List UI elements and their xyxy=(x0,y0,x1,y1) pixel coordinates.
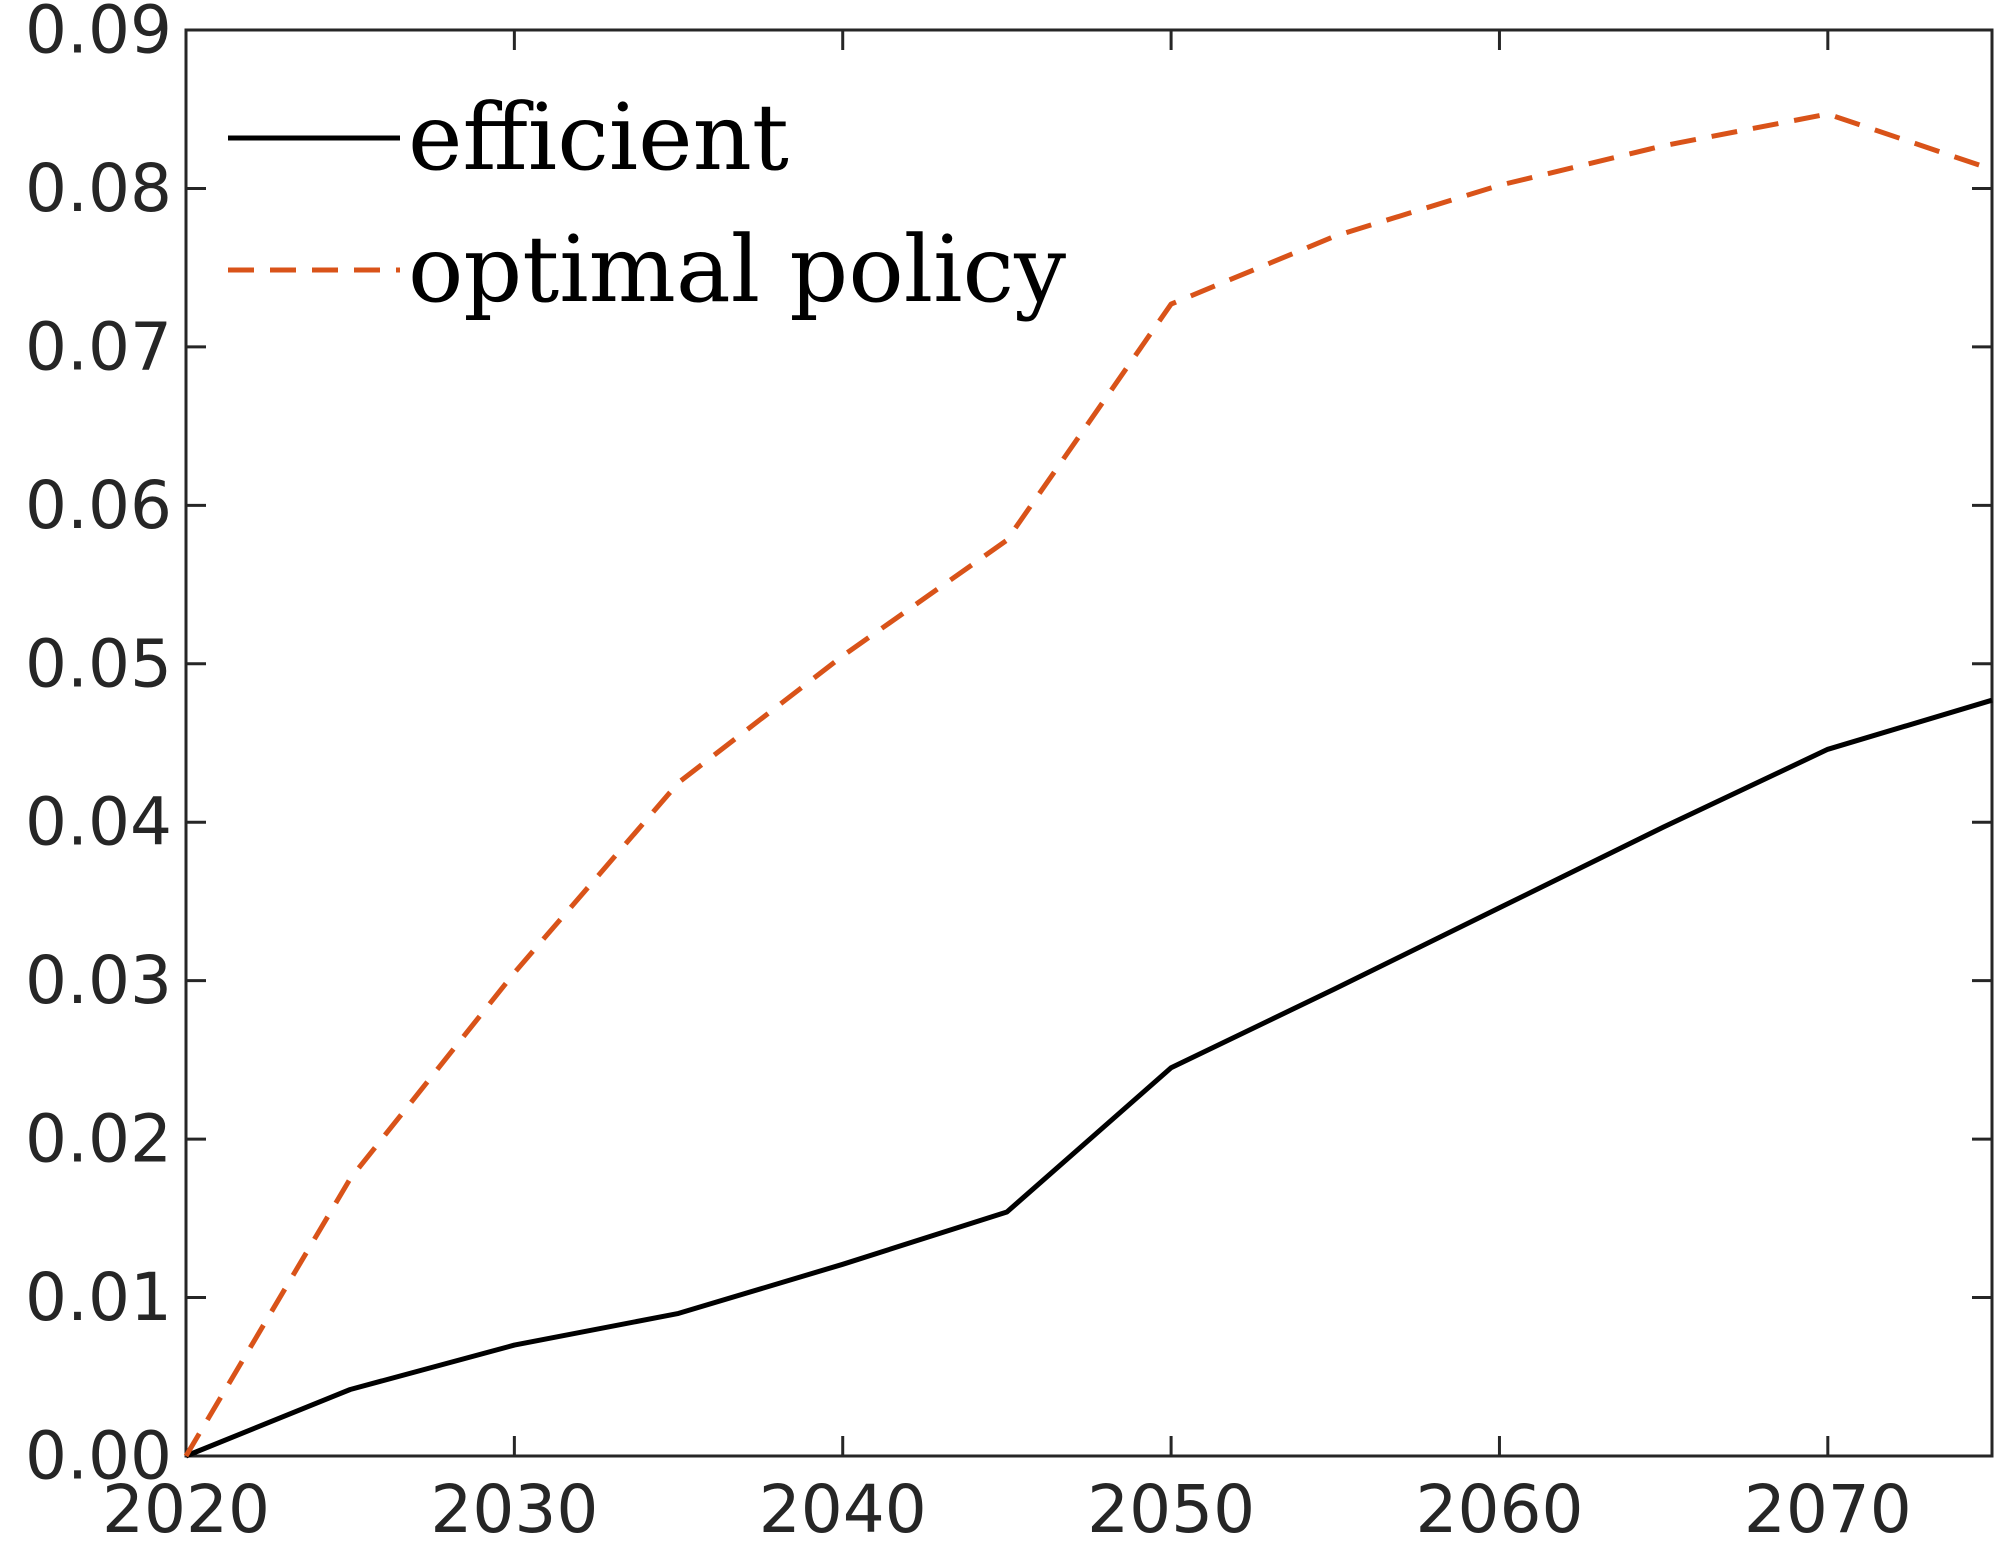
y-tick-label: 0.02 xyxy=(25,1101,172,1178)
y-tick-label: 0.08 xyxy=(25,150,172,227)
legend: efficient optimal policy xyxy=(228,84,1066,323)
series-line-optimal-policy xyxy=(183,111,1993,1458)
y-tick-label: 0.06 xyxy=(25,467,172,544)
y-tick-label: 0.01 xyxy=(25,1259,172,1336)
data-series xyxy=(183,111,1993,1459)
x-tick-label: 2070 xyxy=(1744,1471,1912,1548)
y-tick-label: 0.04 xyxy=(25,784,172,861)
x-tick-label: 2030 xyxy=(430,1471,598,1548)
series-line-efficient xyxy=(185,697,1993,1459)
axis-ticks xyxy=(184,28,1992,1458)
legend-label-optimal-policy: optimal policy xyxy=(408,216,1066,323)
x-tick-label: 2040 xyxy=(759,1471,927,1548)
x-tick-label: 2020 xyxy=(102,1471,270,1548)
y-tick-label: 0.03 xyxy=(25,942,172,1019)
legend-label-efficient: efficient xyxy=(408,84,789,191)
y-tick-label: 0.00 xyxy=(25,1418,172,1495)
plot-area xyxy=(183,28,1994,1459)
x-tick-label: 2050 xyxy=(1087,1471,1255,1548)
y-tick-label: 0.07 xyxy=(25,308,172,385)
x-tick-label: 2060 xyxy=(1415,1471,1583,1548)
axes-box xyxy=(184,28,1994,1458)
y-tick-label: 0.05 xyxy=(25,625,172,702)
y-tick-label: 0.09 xyxy=(25,0,172,69)
x-axis-tick-labels: 2020 2030 2040 2050 2060 2070 xyxy=(102,1471,1912,1548)
y-axis-tick-labels: 0.00 0.01 0.02 0.03 0.04 0.05 0.06 0.07 0.08 0.09 xyxy=(25,0,172,1495)
